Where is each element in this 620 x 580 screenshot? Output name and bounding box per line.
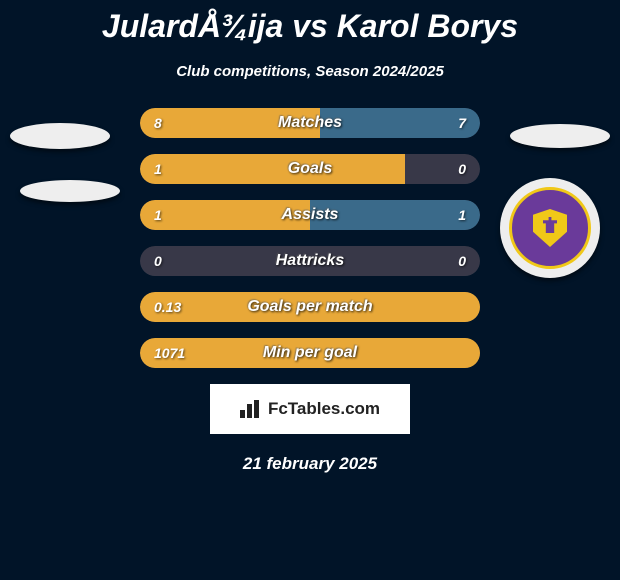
stats-container: 8Matches71Goals01Assists10Hattricks00.13… — [140, 108, 480, 368]
stat-row: 8Matches7 — [140, 108, 480, 138]
stat-label: Goals per match — [140, 292, 480, 322]
comparison-subtitle: Club competitions, Season 2024/2025 — [0, 63, 620, 80]
stat-row: 0.13Goals per match — [140, 292, 480, 322]
player-left-indicator-1 — [10, 123, 110, 149]
branding-label: FcTables.com — [268, 399, 380, 419]
player-right-indicator-1 — [510, 124, 610, 148]
stat-label: Matches — [140, 108, 480, 138]
stat-label: Goals — [140, 154, 480, 184]
club-badge-inner — [509, 187, 591, 269]
club-shield-icon — [533, 209, 567, 247]
stat-value-right: 0 — [458, 154, 466, 184]
stat-value-right: 1 — [458, 200, 466, 230]
chart-icon — [240, 400, 262, 418]
footer-date: 21 february 2025 — [0, 454, 620, 474]
stat-label: Hattricks — [140, 246, 480, 276]
branding-box: FcTables.com — [210, 384, 410, 434]
club-badge-right — [500, 178, 600, 278]
stat-row: 0Hattricks0 — [140, 246, 480, 276]
stat-value-right: 7 — [458, 108, 466, 138]
content-area: 8Matches71Goals01Assists10Hattricks00.13… — [0, 108, 620, 474]
comparison-title: JulardÅ¾ija vs Karol Borys — [0, 0, 620, 45]
stat-row: 1Goals0 — [140, 154, 480, 184]
stat-label: Min per goal — [140, 338, 480, 368]
stat-row: 1Assists1 — [140, 200, 480, 230]
stat-row: 1071Min per goal — [140, 338, 480, 368]
stat-label: Assists — [140, 200, 480, 230]
stat-value-right: 0 — [458, 246, 466, 276]
player-left-indicator-2 — [20, 180, 120, 202]
